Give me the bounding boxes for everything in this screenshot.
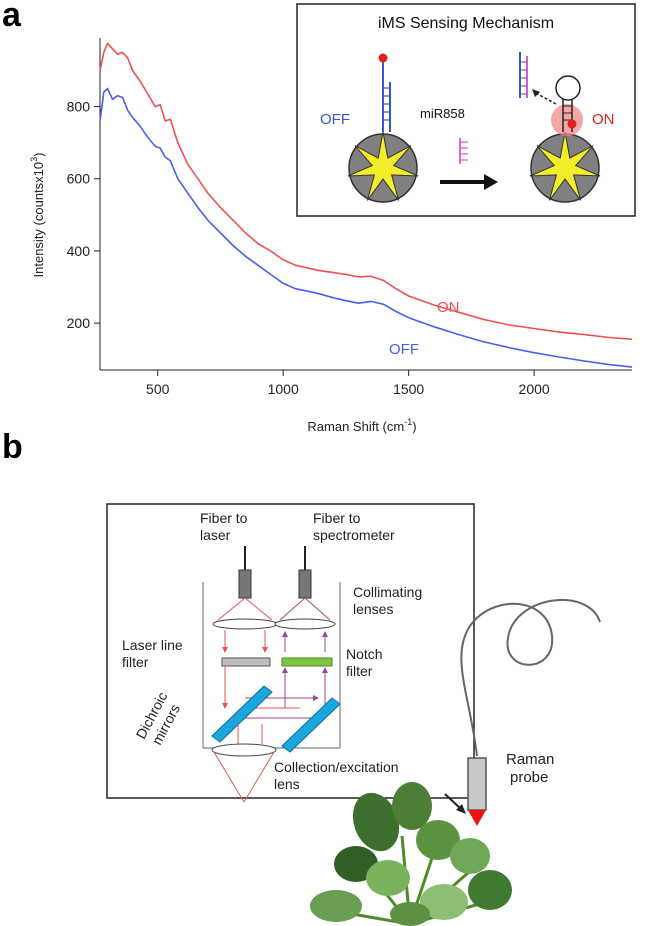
inset-on-label: ON [592, 111, 615, 128]
curve-label-off: OFF [389, 341, 419, 358]
chart-series [99, 42, 633, 368]
fiber-cable-icon [460, 599, 601, 757]
y-tick-label: 800 [67, 99, 91, 115]
label-notch-1: Notch [346, 646, 383, 662]
raman-chart: 500 1000 1500 2000 200 400 600 800 ON OFF Raman… [29, 3, 636, 434]
label-raman-2: probe [510, 769, 548, 786]
label-raman-1: Raman [506, 751, 554, 768]
series-line-off [99, 87, 633, 368]
x-tick-label: 2000 [519, 381, 550, 397]
label-fiber-laser-1: Fiber to [200, 510, 248, 526]
dichroic-mirror-left [211, 685, 273, 743]
label-fiber-spec-1: Fiber to [313, 510, 361, 526]
pointer-arrow-icon [456, 804, 466, 814]
series-line-on [99, 42, 633, 341]
hairpin-probe-off-icon [378, 53, 391, 132]
label-collimating-1: Collimating [353, 584, 422, 600]
nanostar-off-icon [347, 131, 419, 203]
label-laser-line-1: Laser line [122, 637, 183, 653]
right-arrow-icon [440, 174, 498, 190]
panel-b-letter: b [2, 428, 23, 466]
y-tick-label: 200 [67, 315, 91, 331]
released-duplex-icon [519, 52, 528, 98]
raman-probe-diagram: Fiber to laser Fiber to spectrometer Col… [106, 503, 601, 926]
label-laser-line-2: filter [122, 654, 149, 670]
fiber-to-laser-icon [238, 546, 252, 599]
y-tick-label: 600 [67, 171, 91, 187]
collimating-lens-right [274, 618, 336, 630]
mirna-strand-icon [459, 138, 468, 164]
collimating-lens-left [212, 618, 278, 630]
label-collection-2: lens [274, 776, 300, 792]
collection-lens [211, 743, 277, 757]
label-fiber-spec-2: spectrometer [313, 527, 395, 543]
chart-axes: 500 1000 1500 2000 200 400 600 800 [67, 38, 632, 397]
x-tick-label: 1000 [268, 381, 299, 397]
x-tick-label: 500 [146, 381, 170, 397]
dichroic-mirror-right [281, 697, 341, 753]
curve-label-on: ON [437, 299, 460, 316]
y-axis-title: Intensity (countsx103) [29, 153, 46, 278]
label-notch-2: filter [346, 663, 373, 679]
x-axis-title: Raman Shift (cm-1) [307, 417, 416, 434]
hairpin-probe-on-icon [555, 75, 581, 132]
mirna-label: miR858 [420, 106, 465, 121]
sensing-mechanism-inset: iMS Sensing Mechanism OFF miR858 [296, 3, 636, 217]
label-collection-1: Collection/excitation [274, 759, 399, 775]
label-collimating-2: lenses [353, 601, 393, 617]
raman-probe-icon [467, 757, 487, 826]
panel-a-letter: a [2, 0, 21, 34]
laser-line-filter [221, 657, 271, 667]
y-tick-label: 400 [67, 243, 91, 259]
notch-filter [281, 657, 333, 667]
inset-off-label: OFF [320, 111, 350, 128]
inset-title: iMS Sensing Mechanism [378, 15, 554, 32]
release-arrowhead-icon [532, 89, 540, 97]
plant-icon [310, 782, 512, 926]
x-tick-label: 1500 [393, 381, 424, 397]
label-fiber-laser-2: laser [200, 527, 231, 543]
